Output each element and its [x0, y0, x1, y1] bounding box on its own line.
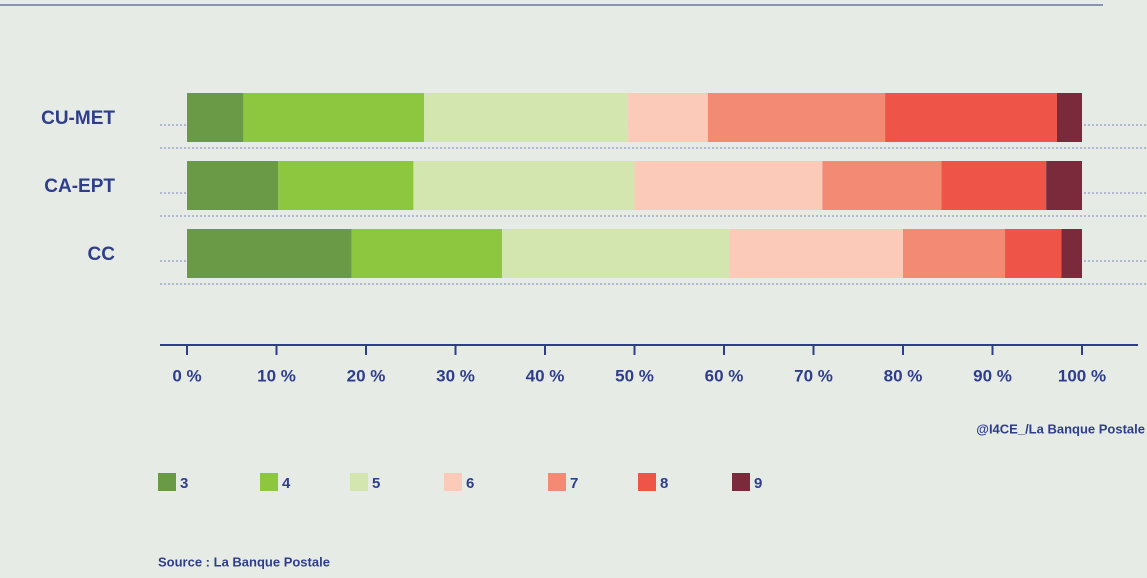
- bar-segment: [1005, 229, 1062, 278]
- x-tick-label: 90 %: [973, 366, 1012, 385]
- legend-label: 8: [660, 475, 668, 492]
- legend-label: 3: [180, 475, 188, 492]
- legend-swatch: [260, 473, 278, 491]
- x-tick-label: 10 %: [257, 366, 296, 385]
- x-tick-label: 60 %: [705, 366, 744, 385]
- x-tick-label: 70 %: [794, 366, 833, 385]
- legend-label: 5: [372, 475, 380, 492]
- category-label: CC: [88, 244, 116, 265]
- bar-segment: [1061, 229, 1082, 278]
- bar-segment: [278, 161, 414, 210]
- category-label: CA-EPT: [44, 176, 115, 197]
- bar-segment: [502, 229, 730, 278]
- bar-segment: [187, 161, 279, 210]
- bar-segment: [187, 93, 244, 142]
- x-tick-label: 40 %: [526, 366, 565, 385]
- bar-segment: [634, 161, 823, 210]
- bar-segment: [729, 229, 903, 278]
- bar-segment: [351, 229, 503, 278]
- bar-segment: [628, 93, 708, 142]
- bar-segment: [424, 93, 629, 142]
- legend-label: 7: [570, 475, 578, 492]
- legend-swatch: [732, 473, 750, 491]
- legend-label: 4: [282, 475, 291, 492]
- legend-label: 9: [754, 475, 762, 492]
- x-tick-label: 100 %: [1058, 366, 1106, 385]
- category-label: CU-MET: [41, 108, 115, 129]
- legend-swatch: [444, 473, 462, 491]
- bar-segment: [1056, 93, 1082, 142]
- legend-swatch: [638, 473, 656, 491]
- bar-segment: [413, 161, 635, 210]
- bar-segment: [707, 93, 886, 142]
- credit: @I4CE_/La Banque Postale: [976, 421, 1145, 436]
- bar-segment: [243, 93, 425, 142]
- bar-segment: [1046, 161, 1082, 210]
- legend-swatch: [158, 473, 176, 491]
- x-tick-label: 80 %: [884, 366, 923, 385]
- bar-segment: [941, 161, 1047, 210]
- legend-label: 6: [466, 475, 474, 492]
- x-tick-label: 30 %: [436, 366, 475, 385]
- x-tick-label: 0 %: [172, 366, 201, 385]
- legend-swatch: [350, 473, 368, 491]
- source: Source : La Banque Postale: [158, 554, 330, 569]
- bar-segment: [187, 229, 352, 278]
- bar-segment: [885, 93, 1057, 142]
- bar-segment: [903, 229, 1006, 278]
- x-tick-label: 20 %: [347, 366, 386, 385]
- x-tick-label: 50 %: [615, 366, 654, 385]
- bar-segment: [822, 161, 942, 210]
- legend-swatch: [548, 473, 566, 491]
